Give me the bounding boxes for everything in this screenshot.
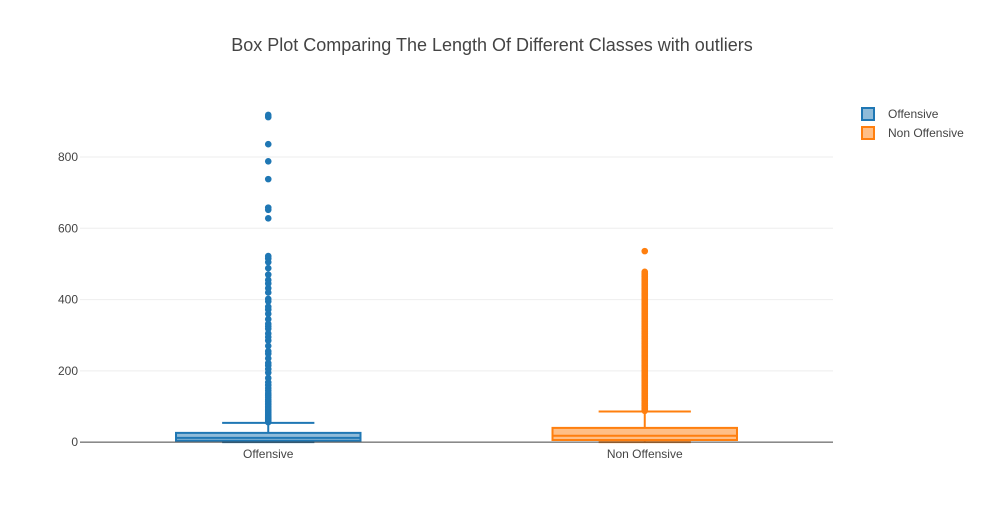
outlier-point (264, 111, 272, 119)
chart-title: Box Plot Comparing The Length Of Differe… (231, 35, 753, 55)
y-axis-ticks: 0 200 400 600 800 (58, 150, 78, 449)
box-iqr (175, 431, 362, 442)
x-tick-label: Non Offensive (607, 447, 683, 461)
box-non-offensive (551, 247, 738, 444)
outlier-point (264, 204, 272, 211)
legend-label: Offensive (888, 107, 939, 121)
outlier-point (264, 284, 272, 292)
outlier-point (264, 140, 272, 148)
y-tick-label: 200 (58, 364, 78, 378)
outlier-point (264, 342, 272, 350)
y-tick-label: 400 (58, 293, 78, 307)
outlier-point (264, 295, 272, 303)
outlier-point (264, 320, 272, 328)
outlier-point (264, 252, 272, 260)
x-tick-label: Offensive (243, 447, 294, 461)
outlier-point (264, 315, 272, 323)
box-offensive (175, 111, 362, 444)
outlier-point (264, 374, 272, 382)
legend-item-non-offensive[interactable]: Non Offensive (861, 126, 964, 140)
outlier-point (641, 268, 649, 276)
y-tick-label: 600 (58, 221, 78, 235)
outlier-point (264, 158, 272, 165)
outlier-point (264, 359, 272, 367)
outlier-point (641, 247, 649, 255)
x-axis-ticks: Offensive Non Offensive (243, 447, 683, 461)
outlier-point (264, 347, 272, 355)
gridlines (80, 156, 833, 372)
legend-swatch (861, 107, 875, 121)
outlier-point (264, 355, 272, 362)
outlier-point (264, 271, 272, 278)
outlier-point (264, 215, 272, 222)
outlier-point (264, 264, 272, 272)
box-iqr (551, 426, 738, 442)
y-tick-label: 0 (71, 435, 78, 449)
outlier-point (264, 175, 272, 183)
legend-swatch (861, 126, 875, 140)
y-tick-label: 800 (58, 150, 78, 164)
legend[interactable]: Offensive Non Offensive (861, 107, 964, 140)
outlier-point (264, 276, 272, 284)
outlier-point (264, 330, 272, 337)
outlier-point (264, 303, 272, 311)
legend-label: Non Offensive (888, 126, 964, 140)
legend-item-offensive[interactable]: Offensive (861, 107, 939, 121)
box-series (175, 111, 738, 444)
